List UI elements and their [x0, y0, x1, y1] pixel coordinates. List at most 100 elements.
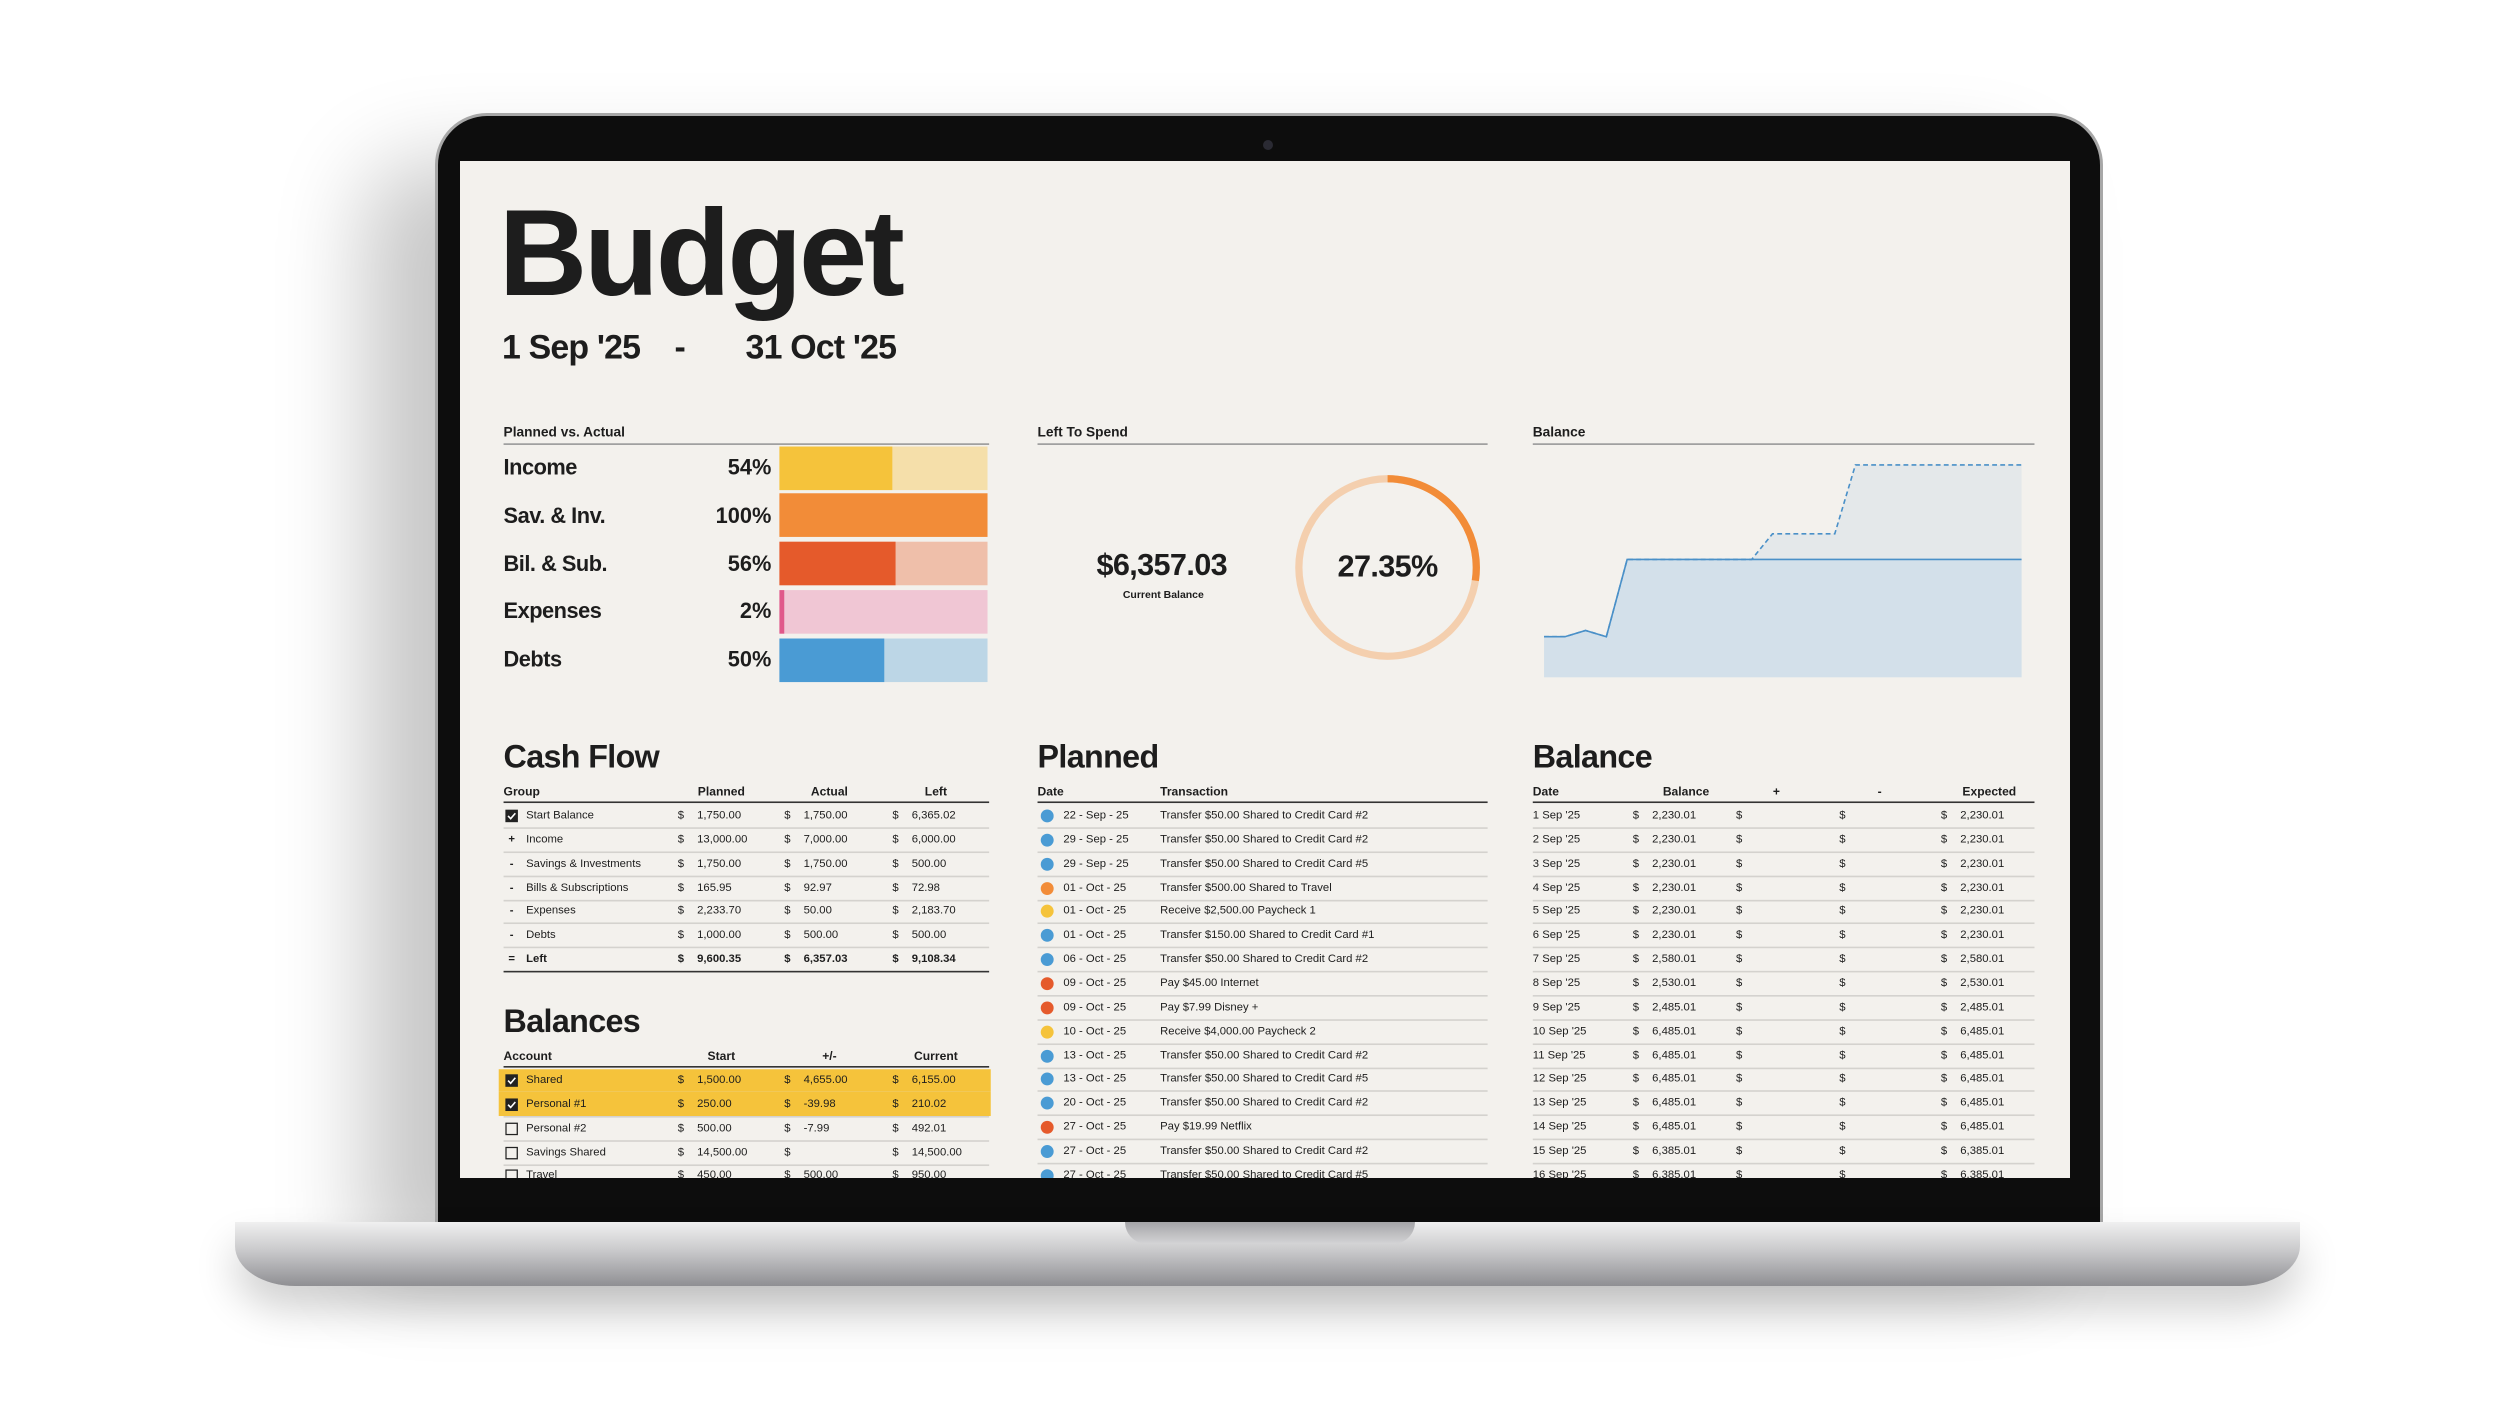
currency: $ — [784, 930, 791, 942]
amount: 9,108.34 — [911, 954, 956, 966]
amount: 6,155.00 — [911, 1074, 956, 1087]
currency: $ — [1940, 977, 1948, 990]
amount: 2,230.01 — [1960, 810, 2005, 822]
row-label: Sav. & Inv. — [503, 503, 606, 528]
currency: $ — [1736, 1169, 1743, 1178]
balance-date: 2 Sep '25 — [1532, 834, 1581, 846]
amount: 500.00 — [697, 1122, 732, 1135]
amount: 250.00 — [697, 1098, 732, 1111]
transaction: Pay $19.99 Netflix — [1160, 1121, 1252, 1134]
amount: 6,485.01 — [1652, 1073, 1697, 1086]
amount: 7,000.00 — [803, 834, 848, 846]
currency: $ — [1736, 1121, 1743, 1134]
transaction: Transfer $50.00 Shared to Credit Card #2 — [1160, 954, 1369, 966]
currency: $ — [1736, 930, 1743, 942]
currency: $ — [1736, 1073, 1743, 1086]
currency: $ — [677, 834, 685, 846]
rule — [503, 970, 990, 972]
amount: 6,357.03 — [803, 954, 848, 966]
rule — [1532, 923, 2035, 925]
checkbox[interactable] — [505, 809, 518, 823]
column-header: Balance — [1662, 784, 1710, 799]
laptop-notch — [1125, 1222, 1415, 1244]
bar — [779, 445, 892, 490]
rule — [1037, 875, 1488, 877]
checkbox[interactable] — [505, 1122, 518, 1135]
rule — [1037, 851, 1488, 853]
checkbox[interactable] — [505, 1146, 518, 1159]
amount: 6,485.01 — [1960, 1121, 2005, 1134]
currency: $ — [1940, 906, 1948, 918]
rule — [503, 1091, 990, 1093]
transaction: Pay $45.00 Internet — [1160, 977, 1259, 990]
transaction: Transfer $50.00 Shared to Credit Card #5 — [1160, 1073, 1369, 1086]
amount: 2,230.01 — [1652, 930, 1697, 942]
transaction: Transfer $50.00 Shared to Credit Card #2 — [1160, 1049, 1369, 1062]
column-header: Planned — [697, 784, 745, 799]
percent-label: 56% — [727, 551, 772, 576]
amount: 6,485.01 — [1652, 1097, 1697, 1110]
transaction-date: 01 - Oct - 25 — [1063, 906, 1127, 918]
column-header: Group — [503, 784, 540, 799]
currency: $ — [1632, 1001, 1640, 1014]
currency: $ — [784, 906, 791, 918]
amount: -39.98 — [803, 1098, 836, 1111]
balance-date: 11 Sep '25 — [1532, 1049, 1586, 1062]
category-dot — [1040, 1168, 1054, 1178]
amount: 2,230.01 — [1960, 930, 2005, 942]
currency: $ — [1839, 1049, 1846, 1062]
transaction-date: 29 - Sep - 25 — [1063, 858, 1129, 870]
currency: $ — [1632, 1049, 1640, 1062]
checkbox[interactable] — [505, 1074, 518, 1087]
percent-label: 50% — [727, 647, 772, 672]
category-dot — [1040, 1025, 1054, 1039]
row-marker: - — [509, 906, 514, 918]
transaction-date: 01 - Oct - 25 — [1063, 882, 1127, 894]
rule — [503, 923, 990, 925]
rule — [1532, 875, 2035, 877]
page-title: Budget — [498, 185, 905, 323]
checkbox-box — [505, 809, 518, 823]
rule — [1532, 947, 2035, 948]
currency: $ — [1940, 834, 1948, 846]
bar — [779, 541, 896, 586]
currency: $ — [1940, 1049, 1948, 1062]
currency: $ — [1632, 906, 1640, 918]
category-dot — [1040, 905, 1054, 919]
amount: 6,000.00 — [911, 834, 956, 846]
row-marker: + — [508, 834, 515, 846]
balance-date: 9 Sep '25 — [1532, 1001, 1581, 1014]
row-label: Debts — [503, 647, 563, 672]
checkbox[interactable] — [505, 1098, 518, 1111]
checkbox[interactable] — [505, 1170, 518, 1178]
bar — [779, 589, 784, 634]
rule — [1532, 1138, 2035, 1140]
amount: 500.00 — [911, 930, 947, 942]
column-header: Transaction — [1160, 784, 1229, 799]
actual-area — [1544, 559, 2022, 678]
transaction: Transfer $500.00 Shared to Travel — [1160, 882, 1332, 894]
currency: $ — [677, 1122, 685, 1135]
section-label: Balance — [1532, 423, 1586, 440]
category-dot — [1040, 881, 1054, 895]
rule — [1037, 1042, 1488, 1044]
transaction: Pay $7.99 Disney + — [1160, 1001, 1259, 1014]
rule — [503, 947, 990, 948]
currency: $ — [1839, 1073, 1846, 1086]
date-start: 1 Sep '25 — [501, 329, 641, 367]
currency: $ — [1940, 858, 1948, 870]
currency: $ — [1632, 954, 1640, 966]
camera — [1263, 140, 1273, 150]
amount: 2,230.01 — [1652, 906, 1697, 918]
amount: 500.00 — [803, 930, 839, 942]
percent-label: 54% — [727, 455, 772, 480]
amount: 2,183.70 — [911, 906, 956, 918]
rule — [1037, 827, 1488, 829]
amount: 6,365.02 — [911, 810, 956, 822]
currency: $ — [892, 1146, 899, 1159]
column-header: Date — [1532, 784, 1560, 799]
amount: 2,230.01 — [1652, 858, 1697, 870]
amount: 6,385.01 — [1960, 1169, 2005, 1178]
row-label: Expenses — [503, 599, 602, 624]
balance-date: 1 Sep '25 — [1532, 810, 1581, 822]
